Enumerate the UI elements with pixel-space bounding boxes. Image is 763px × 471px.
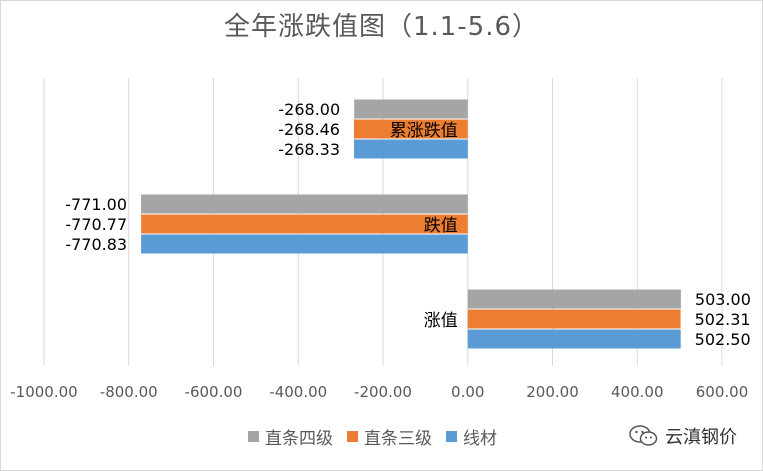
legend-item: 直条四级 [248,424,333,449]
legend-swatch [347,430,358,442]
bar [354,139,468,159]
x-tick-label: 200.00 [526,383,579,401]
category-label: 累涨跌值 [390,121,458,141]
legend-label: 直条四级 [265,428,333,449]
data-label: 502.50 [695,330,751,349]
data-label: -268.00 [278,100,340,119]
data-label: -771.00 [65,195,127,214]
data-label: -268.46 [278,120,340,139]
legend-swatch [248,430,259,442]
bar [467,309,681,329]
bar [141,194,468,214]
x-tick-label: -1000.00 [10,383,77,401]
x-tick-label: 0.00 [451,383,484,401]
bar [354,99,468,119]
data-label: 502.31 [695,310,751,329]
x-tick-label: -200.00 [354,383,412,401]
watermark-text: 云滇钢价 [665,427,737,448]
legend-label: 直条三级 [364,428,432,449]
legend-swatch [446,430,457,442]
chart-legend: 直条四级 直条三级 线材 [248,424,511,449]
data-label: 503.00 [695,290,751,309]
x-tick-label: 600.00 [696,383,749,401]
x-tick-label: -800.00 [100,383,158,401]
bar [141,214,468,234]
data-label: -268.33 [278,140,340,159]
x-tick-label: 400.00 [611,383,664,401]
x-tick-label: -400.00 [269,383,327,401]
data-label: -770.77 [65,215,127,234]
category-label: 跌值 [424,216,458,236]
bar [141,234,468,254]
data-label: -770.83 [65,235,127,254]
x-tick-label: -600.00 [185,383,243,401]
legend-item: 直条三级 [347,424,432,449]
wechat-icon [629,425,658,446]
watermark: 云滇钢价 [629,424,737,448]
bar [467,289,681,309]
bar [467,329,681,349]
chart-title: 全年涨跌值图（1.1-5.6） [223,12,540,42]
bar [353,119,468,139]
legend-label: 线材 [463,428,497,449]
category-label: 涨值 [424,311,458,331]
legend-item: 线材 [446,424,497,449]
